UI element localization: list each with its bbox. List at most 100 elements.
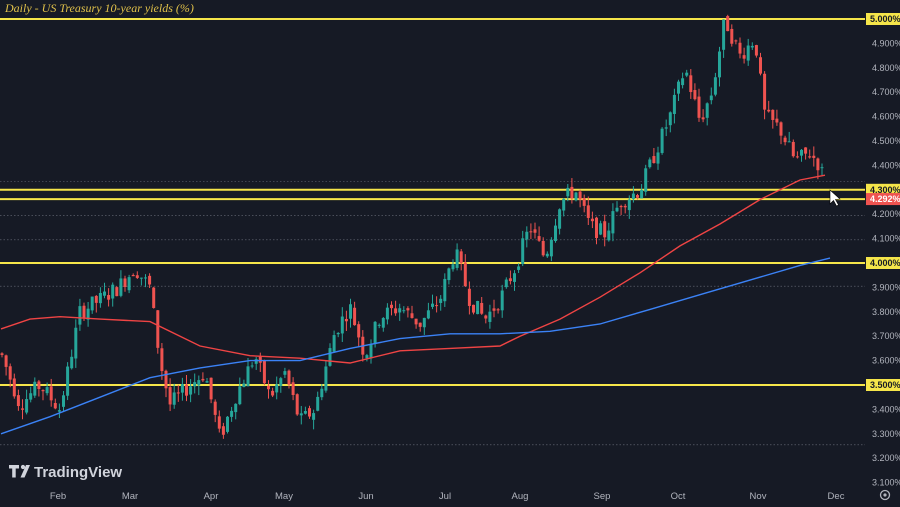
candle-body (226, 416, 229, 432)
candle (29, 386, 33, 403)
candle-body (529, 231, 533, 233)
candle (623, 203, 627, 214)
candle (16, 389, 20, 411)
candle-body (619, 206, 623, 208)
candle-body (8, 366, 12, 380)
candle-body (242, 383, 246, 388)
candle-body (754, 45, 758, 56)
candle (340, 307, 344, 342)
candle (185, 374, 188, 402)
candle-body (705, 103, 709, 118)
candle (447, 267, 451, 285)
candle (689, 69, 693, 99)
candle (193, 373, 197, 394)
candle (595, 216, 598, 245)
candle (226, 415, 229, 434)
candle-body (672, 94, 676, 114)
candle (283, 367, 287, 379)
candle-body (148, 275, 152, 285)
candle-body (578, 191, 582, 200)
candle (718, 46, 721, 87)
level-badge (866, 13, 900, 25)
y-tick-label: 4.600% (872, 112, 900, 122)
candle (160, 343, 164, 380)
candle-body (308, 408, 311, 417)
x-month-label: Mar (122, 491, 138, 502)
candle-body (713, 77, 717, 95)
candle-body (496, 309, 500, 311)
candle-body (49, 386, 53, 401)
y-tick-label: 4.700% (872, 87, 900, 97)
candle (504, 277, 508, 289)
candle-body (545, 253, 549, 257)
candle (578, 189, 582, 208)
candle (353, 301, 357, 326)
candle (426, 302, 430, 320)
candle-body (701, 117, 705, 120)
candle (422, 317, 426, 335)
candle (795, 151, 799, 159)
candle (275, 376, 279, 400)
level-badge-label: 5.000% (870, 14, 900, 24)
candle-body (246, 366, 250, 387)
candle-body (668, 112, 672, 126)
y-tick-label: 3.400% (872, 404, 900, 414)
candle-body (746, 45, 750, 61)
y-tick-label: 3.900% (872, 282, 900, 292)
candle-body (103, 291, 106, 296)
candle-body (595, 217, 598, 239)
candle (209, 377, 213, 404)
candle-body (287, 370, 291, 385)
candle (492, 299, 496, 318)
candle-body (586, 205, 590, 218)
candle-body (45, 387, 49, 394)
candle-body (771, 109, 775, 120)
candle (390, 301, 393, 316)
candle-body (258, 356, 262, 363)
candle-body (185, 384, 188, 396)
candle-body (365, 355, 369, 359)
candle (701, 109, 705, 123)
candle (713, 72, 717, 97)
candle-body (759, 57, 762, 74)
candle-body (566, 187, 570, 197)
candle (103, 282, 106, 299)
candle (513, 270, 516, 291)
candle (631, 186, 635, 203)
candle-body (656, 152, 660, 164)
level-badge (866, 183, 900, 196)
candle-body (521, 238, 525, 265)
candle (754, 44, 758, 58)
y-tick-label: 3.600% (872, 356, 900, 366)
candle-body (418, 322, 422, 327)
candle (398, 303, 402, 321)
candle (4, 354, 8, 376)
candle-body (414, 318, 418, 325)
candle-body (636, 195, 639, 198)
candle-body (144, 277, 147, 279)
settings-gear-icon[interactable] (879, 489, 891, 501)
candle-body (283, 371, 287, 375)
candle-body (681, 78, 685, 86)
candle (394, 300, 398, 316)
candle-body (804, 147, 808, 154)
candle-body (722, 19, 726, 50)
candle (771, 109, 775, 129)
candle (90, 296, 94, 314)
candle-body (443, 278, 447, 302)
candle (86, 301, 90, 327)
candle (135, 271, 139, 280)
candle-body (455, 249, 459, 268)
candle-body (168, 387, 172, 405)
candle-body (193, 382, 197, 387)
candle-body (78, 306, 82, 325)
candle-body (205, 381, 209, 383)
candle-body (463, 262, 467, 287)
candle-body (70, 356, 74, 369)
candle-body (357, 324, 361, 338)
x-month-label: May (275, 491, 293, 502)
candle (783, 135, 787, 146)
candle-body (90, 296, 94, 311)
candle-body (603, 221, 607, 238)
